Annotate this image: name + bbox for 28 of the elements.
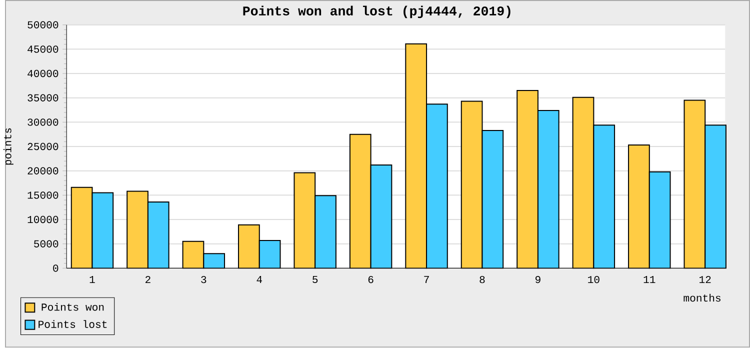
x-tick-label: 10 <box>588 276 600 284</box>
x-tick-label: 1 <box>90 276 95 284</box>
y-tick-label: 10000 <box>28 216 58 224</box>
y-tick-label: 25000 <box>28 143 58 150</box>
y-tick-label: 30000 <box>28 118 58 126</box>
legend-label: Points won <box>42 303 104 311</box>
y-axis-title: points <box>4 128 14 165</box>
x-tick-label: 4 <box>256 276 262 284</box>
y-tick-label: 0 <box>53 264 58 272</box>
x-tick-label: 9 <box>536 276 540 284</box>
y-tick-label: 50000 <box>28 21 58 29</box>
x-tick-label: 7 <box>424 276 429 284</box>
x-tick-label: 11 <box>644 276 656 284</box>
y-tick-label: 40000 <box>28 70 58 78</box>
legend-label: Points lost <box>38 320 107 328</box>
x-axis-title: months <box>684 294 720 302</box>
x-tick-label: 8 <box>480 276 485 284</box>
y-tick-label: 5000 <box>34 240 58 248</box>
y-tick-label: 15000 <box>28 192 58 199</box>
x-tick-label: 12 <box>700 276 711 284</box>
x-tick-label: 2 <box>146 276 150 284</box>
chart-title: Points won and lost (pj4444, 2019) <box>243 6 510 18</box>
x-tick-label: 6 <box>368 276 374 284</box>
y-tick-label: 35000 <box>28 94 58 102</box>
y-tick-label: 20000 <box>28 167 58 175</box>
x-tick-label: 5 <box>312 276 318 284</box>
x-tick-label: 3 <box>201 276 206 284</box>
y-tick-label: 45000 <box>28 46 58 53</box>
